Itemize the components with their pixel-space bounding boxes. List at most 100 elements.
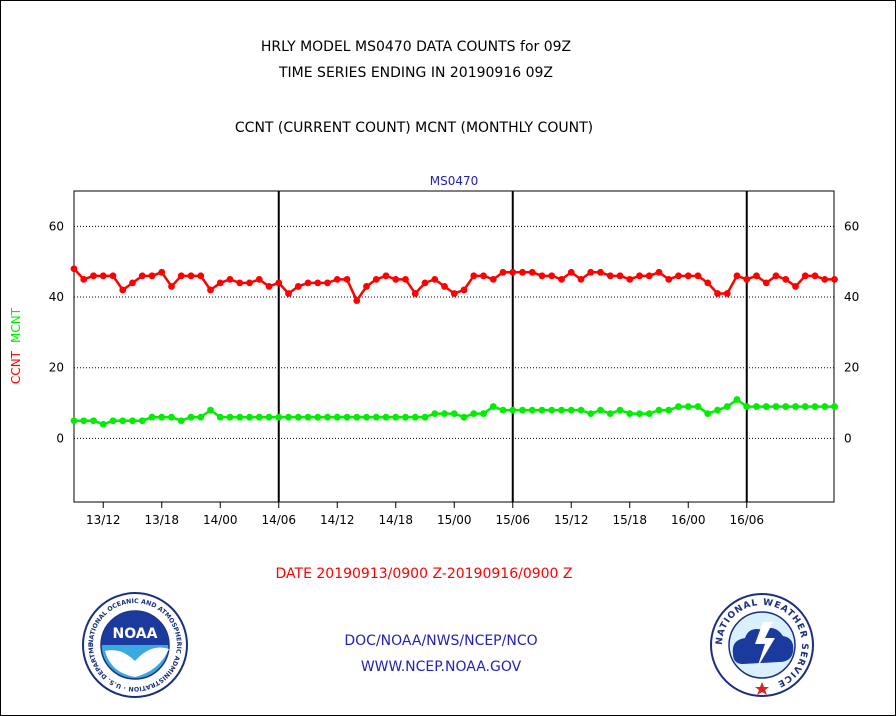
data-point-ccnt-71: [762, 279, 770, 287]
data-point-ccnt-69: [743, 275, 751, 283]
data-point-ccnt-72: [772, 272, 780, 280]
x-tick-label-15-06: 15/06: [495, 513, 530, 527]
data-point-mcnt-70: [753, 403, 760, 410]
data-point-ccnt-31: [372, 275, 380, 283]
data-point-mcnt-67: [723, 403, 731, 410]
data-point-ccnt-78: [831, 275, 838, 283]
data-point-ccnt-38: [441, 283, 448, 290]
data-point-mcnt-62: [675, 403, 682, 410]
data-point-mcnt-76: [811, 403, 819, 410]
data-point-ccnt-73: [782, 275, 790, 283]
noaa-logo-icon: NATIONAL OCEANIC AND ATMOSPHERIC ADMINIS…: [81, 591, 188, 698]
data-point-ccnt-7: [138, 272, 146, 280]
data-point-ccnt-18: [246, 279, 253, 287]
data-point-mcnt-6: [129, 417, 136, 425]
data-point-ccnt-61: [665, 275, 673, 283]
data-point-ccnt-59: [645, 272, 653, 280]
data-point-ccnt-50: [558, 275, 565, 283]
data-point-ccnt-35: [411, 290, 419, 297]
data-point-mcnt-37: [431, 410, 439, 418]
data-point-mcnt-28: [343, 413, 351, 421]
data-point-ccnt-9: [158, 268, 166, 276]
data-point-ccnt-45: [509, 268, 517, 276]
data-point-mcnt-53: [587, 410, 595, 418]
data-point-mcnt-19: [255, 413, 263, 421]
data-point-ccnt-68: [733, 272, 741, 280]
y-tick-label-right-40: 40: [844, 290, 859, 304]
data-point-mcnt-39: [450, 410, 458, 418]
data-point-ccnt-51: [567, 268, 575, 276]
data-point-ccnt-24: [304, 279, 312, 287]
data-point-mcnt-74: [792, 403, 799, 410]
data-point-mcnt-14: [207, 406, 214, 414]
data-point-mcnt-26: [324, 413, 331, 421]
data-point-mcnt-42: [480, 410, 487, 418]
data-point-mcnt-24: [304, 413, 312, 421]
y-tick-label-right-20: 20: [844, 361, 859, 375]
data-point-ccnt-55: [606, 272, 614, 280]
data-point-ccnt-13: [197, 272, 205, 280]
website-link[interactable]: WWW.NCEP.NOAA.GOV: [360, 659, 522, 675]
data-point-ccnt-19: [255, 275, 263, 283]
data-point-ccnt-70: [753, 272, 760, 280]
data-point-mcnt-27: [333, 413, 341, 421]
data-point-mcnt-64: [694, 403, 702, 410]
y-tick-label-left-0: 0: [56, 431, 64, 445]
data-point-mcnt-10: [168, 413, 175, 421]
x-tick-label-13-18: 13/18: [144, 513, 179, 527]
data-point-mcnt-31: [372, 413, 380, 421]
data-point-mcnt-52: [577, 406, 585, 414]
y-tick-label-right-60: 60: [844, 219, 859, 233]
data-point-mcnt-18: [246, 413, 253, 421]
station-title: MS0470: [430, 174, 479, 188]
data-point-mcnt-75: [801, 403, 809, 410]
data-point-mcnt-23: [294, 413, 302, 421]
x-tick-label-14-12: 14/12: [320, 513, 355, 527]
data-point-mcnt-66: [714, 406, 721, 414]
data-point-mcnt-22: [285, 413, 292, 421]
data-point-ccnt-56: [616, 272, 624, 280]
data-point-mcnt-7: [138, 417, 146, 425]
data-point-ccnt-6: [129, 279, 136, 287]
nws-logo-icon: NATIONAL WEATHER SERVICE: [710, 593, 814, 697]
x-tick-label-13-12: 13/12: [86, 513, 121, 527]
data-point-ccnt-25: [314, 279, 322, 287]
data-point-mcnt-54: [597, 406, 604, 414]
data-point-ccnt-26: [324, 279, 331, 287]
y-tick-label-left-20: 20: [49, 361, 64, 375]
data-point-ccnt-74: [792, 283, 799, 290]
data-point-ccnt-76: [811, 272, 819, 280]
data-point-mcnt-40: [460, 413, 468, 421]
data-point-ccnt-29: [353, 297, 361, 304]
data-point-mcnt-36: [421, 413, 429, 421]
data-point-mcnt-13: [197, 413, 205, 421]
data-point-mcnt-9: [158, 413, 166, 421]
data-point-ccnt-46: [519, 268, 526, 276]
x-tick-label-16-06: 16/06: [729, 513, 764, 527]
data-point-mcnt-30: [363, 413, 370, 421]
data-point-ccnt-3: [99, 272, 107, 280]
data-point-ccnt-41: [470, 272, 478, 280]
x-tick-label-15-12: 15/12: [554, 513, 589, 527]
data-point-mcnt-57: [626, 410, 634, 418]
data-point-ccnt-49: [548, 272, 556, 280]
y-tick-label-right-0: 0: [844, 431, 852, 445]
x-tick-label-14-06: 14/06: [261, 513, 296, 527]
data-point-mcnt-25: [314, 413, 322, 421]
data-point-mcnt-1: [80, 417, 88, 425]
data-point-ccnt-0: [70, 265, 78, 273]
data-point-mcnt-35: [411, 413, 419, 421]
data-point-mcnt-4: [109, 417, 117, 425]
data-point-mcnt-2: [90, 417, 97, 425]
data-point-mcnt-20: [265, 413, 273, 421]
data-point-mcnt-68: [733, 396, 741, 403]
data-point-mcnt-34: [402, 413, 409, 421]
plot-frame: [73, 190, 835, 503]
y-tick-label-left-40: 40: [49, 290, 64, 304]
x-tick-label-15-00: 15/00: [437, 513, 472, 527]
noaa-logo-text: NOAA: [113, 626, 158, 642]
data-point-mcnt-43: [489, 403, 497, 410]
data-point-ccnt-21: [275, 279, 283, 287]
chart-title-line-2: TIME SERIES ENDING IN 20190916 09Z: [279, 65, 553, 81]
